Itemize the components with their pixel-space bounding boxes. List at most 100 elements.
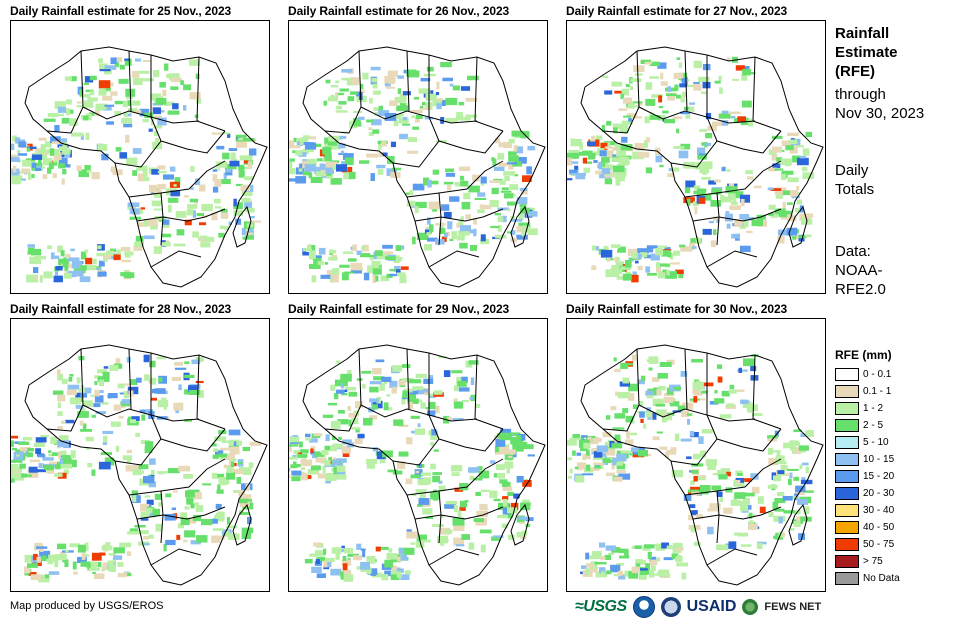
rainfall-cell xyxy=(349,91,358,95)
rainfall-cell xyxy=(330,420,341,429)
rainfall-cell xyxy=(212,186,219,193)
rainfall-cell xyxy=(621,88,629,96)
rainfall-cell xyxy=(400,574,410,580)
rainfall-cell xyxy=(663,557,673,561)
rainfall-cell xyxy=(802,148,810,156)
rainfall-cell xyxy=(384,570,396,577)
rainfall-cell xyxy=(243,467,252,475)
noaa-logo xyxy=(632,596,655,618)
rainfall-cell xyxy=(233,441,239,446)
rainfall-cell xyxy=(613,127,618,134)
rainfall-cell xyxy=(673,386,682,391)
rainfall-cell xyxy=(581,435,588,438)
rainfall-cell xyxy=(144,374,150,381)
rainfall-cell xyxy=(161,242,171,247)
rainfall-cell xyxy=(489,180,501,183)
rainfall-cell xyxy=(117,562,124,567)
rainfall-cell xyxy=(719,414,732,419)
rainfall-cell xyxy=(473,518,484,522)
rainfall-cell xyxy=(155,138,159,143)
legend-item: 1 - 2 xyxy=(835,400,965,417)
rainfall-cell xyxy=(43,465,53,470)
rainfall-cell xyxy=(728,183,735,189)
rainfall-cell xyxy=(101,402,109,405)
rainfall-cell xyxy=(791,138,795,141)
rainfall-cell xyxy=(108,82,114,87)
rainfall-cell xyxy=(569,468,573,474)
rainfall-cell xyxy=(477,192,486,197)
rainfall-cell xyxy=(51,141,64,144)
rainfall-cell xyxy=(243,499,253,502)
rainfall-cell xyxy=(396,114,402,120)
rainfall-cell xyxy=(480,234,486,242)
rainfall-cell xyxy=(322,465,326,474)
rainfall-cell xyxy=(412,236,416,245)
rainfall-cell xyxy=(57,373,63,381)
rainfall-cell xyxy=(371,77,378,83)
country-border xyxy=(428,250,480,268)
rainfall-cell xyxy=(87,97,98,102)
rainfall-cell xyxy=(63,273,72,279)
rainfall-cell xyxy=(393,419,404,426)
rainfall-cell xyxy=(569,437,581,441)
rainfall-cell xyxy=(692,242,696,250)
rainfall-cell xyxy=(331,435,336,441)
rainfall-cell xyxy=(148,379,152,384)
rainfall-cell xyxy=(622,408,629,414)
rainfall-cell xyxy=(236,440,242,446)
rainfall-cell xyxy=(493,498,501,502)
rainfall-cell xyxy=(372,368,382,375)
rainfall-cell xyxy=(480,176,487,184)
rainfall-cell xyxy=(15,137,21,144)
rainfall-cell xyxy=(127,551,132,557)
rainfall-cell xyxy=(342,272,349,281)
rainfall-cell xyxy=(465,114,477,118)
rainfall-cell xyxy=(38,463,44,469)
rainfall-cell xyxy=(716,544,729,551)
country-border xyxy=(46,106,84,134)
rainfall-cell xyxy=(39,275,43,283)
rainfall-cell xyxy=(634,143,645,151)
rainfall-cell xyxy=(233,198,237,207)
rainfall-cell xyxy=(771,153,778,161)
country-border xyxy=(602,106,640,134)
rainfall-cell xyxy=(650,253,660,261)
rainfall-cell xyxy=(196,98,202,104)
country-border xyxy=(414,208,504,222)
rainfall-cell xyxy=(304,142,317,150)
rainfall-cell xyxy=(415,470,420,474)
rainfall-cell xyxy=(289,161,293,168)
rainfall-cell xyxy=(527,145,536,151)
legend-item: 40 - 50 xyxy=(835,519,965,536)
rainfall-cell xyxy=(324,262,329,265)
rainfall-cell xyxy=(97,369,107,374)
rainfall-cell xyxy=(750,365,757,372)
rainfall-cell xyxy=(239,155,250,161)
rainfall-cell xyxy=(69,543,80,548)
rainfall-cell xyxy=(225,531,230,537)
rainfall-cell xyxy=(516,234,528,240)
rainfall-cell xyxy=(457,510,462,518)
rainfall-cell xyxy=(126,157,138,165)
rainfall-cell xyxy=(585,552,590,560)
rainfall-cell xyxy=(634,105,640,108)
country-border xyxy=(684,348,688,410)
rainfall-cell xyxy=(621,120,633,125)
rainfall-cell xyxy=(214,206,222,209)
rainfall-map xyxy=(566,318,826,592)
rainfall-cell xyxy=(248,462,254,468)
rainfall-cell xyxy=(464,500,469,503)
rainfall-cell xyxy=(368,127,373,131)
rainfall-cell xyxy=(512,444,524,452)
rainfall-cell xyxy=(458,230,465,239)
rainfall-cell xyxy=(223,172,227,180)
rainfall-cell xyxy=(183,474,193,479)
rainfall-cell xyxy=(619,555,630,559)
rainfall-cell xyxy=(575,475,585,483)
rainfall-cell xyxy=(134,525,146,528)
rainfall-cell xyxy=(757,496,764,504)
rainfall-cell xyxy=(162,89,167,97)
rainfall-cell xyxy=(445,117,458,123)
rainfall-cell xyxy=(64,560,69,568)
rainfall-cell xyxy=(416,388,429,395)
